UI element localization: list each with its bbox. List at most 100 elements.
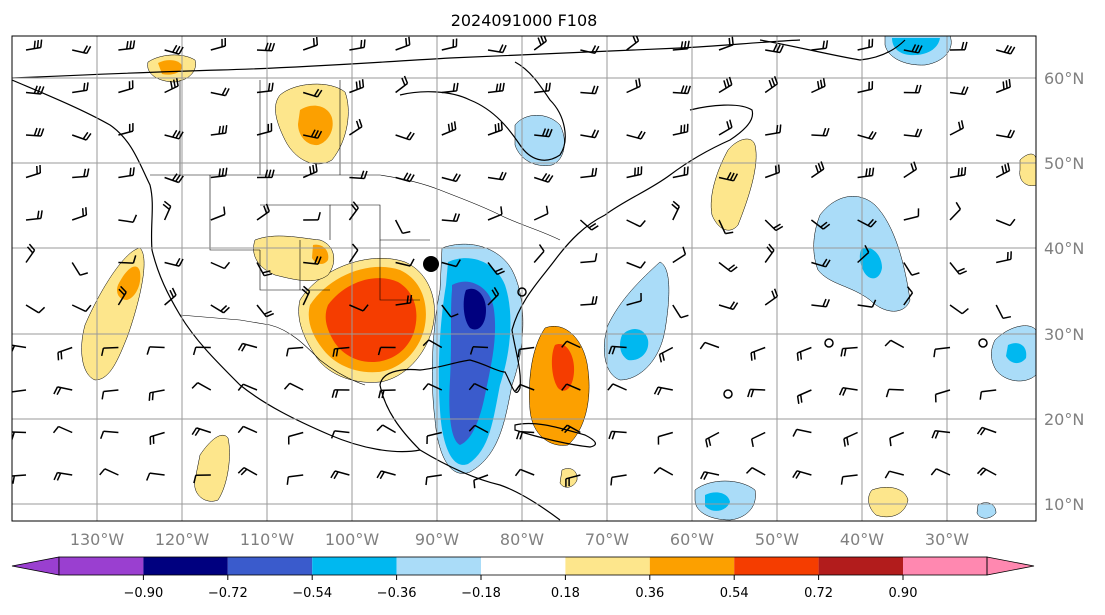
wind-barb-staff <box>995 304 1004 319</box>
wind-barb-staff <box>72 175 88 179</box>
wind-barb-feather <box>732 302 739 310</box>
greenland-tip <box>759 39 906 61</box>
wind-barb-staff <box>626 261 641 269</box>
wind-barb-feather <box>838 387 844 396</box>
wind-barb-feather <box>118 288 126 296</box>
wind-barb-feather <box>918 128 923 137</box>
wind-barb-feather <box>1007 129 1012 138</box>
negative-anomaly-region-tropics-core <box>705 492 730 511</box>
wind-barb-feather <box>498 44 504 53</box>
wind-barb-feather <box>376 470 382 479</box>
wind-barb-feather <box>221 87 227 96</box>
wind-barb-feather <box>766 246 773 254</box>
wind-barb-staff <box>659 467 674 476</box>
wind-barb-staff <box>580 303 596 306</box>
wind-barb-staff <box>118 219 134 223</box>
wind-barb-feather <box>725 78 730 87</box>
wind-barb-staff <box>210 91 226 97</box>
wind-barb-staff <box>25 134 42 137</box>
wind-barb-staff <box>441 304 452 318</box>
wind-barb-feather <box>283 382 291 390</box>
map-frame <box>11 35 1037 522</box>
wind-barb-feather <box>825 259 831 268</box>
wind-barb-staff <box>672 206 680 221</box>
wind-barb-feather <box>653 467 661 475</box>
wind-barb-staff <box>25 46 41 51</box>
wind-barb-staff <box>302 291 311 306</box>
wind-barb-feather <box>262 270 271 274</box>
wind-barb-feather <box>409 174 415 182</box>
wind-barb-staff <box>57 346 73 354</box>
wind-barb-feather <box>309 166 312 175</box>
wind-barb-feather <box>53 386 59 395</box>
wind-barb-feather <box>334 389 339 398</box>
wind-barb-staff <box>580 175 596 179</box>
wind-barb-feather <box>495 83 499 92</box>
wind-barb-staff <box>288 431 304 438</box>
wind-barb-staff <box>12 474 27 477</box>
wind-barb-feather <box>1003 44 1009 53</box>
wind-barb-feather <box>362 304 369 312</box>
us-mexico-border <box>179 314 366 386</box>
wind-barb-feather <box>82 45 89 53</box>
wind-barb-staff <box>750 346 766 354</box>
wind-barb-feather <box>502 44 507 53</box>
wind-barb-feather <box>452 173 458 181</box>
wind-barb-feather <box>864 244 870 253</box>
wind-barb-staff <box>474 424 489 434</box>
lat-label: 60°N <box>1044 69 1084 88</box>
wind-barb-feather <box>768 79 773 88</box>
wind-barb-feather <box>379 471 385 480</box>
wind-barb-staff <box>426 474 442 478</box>
wind-barb-staff <box>427 431 442 437</box>
wind-barb-feather <box>266 312 274 318</box>
colorbar-extend-low <box>11 556 60 576</box>
wind-barb-feather <box>406 131 412 140</box>
wind-barb-feather <box>79 272 89 276</box>
wind-barb-feather <box>497 123 500 132</box>
positive-anomaly-region-tropics <box>868 487 909 518</box>
wind-barb-feather <box>132 255 137 264</box>
wind-barb-staff <box>164 261 180 267</box>
wind-barb-feather <box>1001 165 1005 174</box>
wind-barb-staff <box>796 470 812 476</box>
wind-barb-feather <box>408 36 411 45</box>
wind-barb-feather <box>405 37 408 46</box>
wind-barb-feather <box>223 206 226 215</box>
positive-anomaly-region-south-pacific <box>194 434 230 502</box>
wind-barb-feather <box>594 85 599 94</box>
negative-anomaly-region-core <box>463 288 486 330</box>
wind-barb-staff <box>210 45 226 51</box>
wind-barb-feather <box>914 84 919 93</box>
wind-barb-feather <box>263 205 268 214</box>
wind-barb-staff <box>395 44 410 51</box>
anomaly-fills <box>81 36 1036 521</box>
cuba <box>514 422 597 448</box>
wind-barb-feather <box>331 389 336 398</box>
wind-barb-staff <box>843 431 858 440</box>
wind-barb-feather <box>194 428 201 437</box>
negative-anomaly-region-far-east-core <box>1006 343 1027 364</box>
wind-barb-feather <box>955 201 962 210</box>
colorbar-tick-label: −0.54 <box>292 586 332 601</box>
wind-barb-staff <box>519 346 535 351</box>
wind-barb-feather <box>976 467 984 475</box>
wind-barb-feather <box>351 243 359 251</box>
latitude-labels: 60°N 50°N 40°N 30°N 20°N 10°N <box>1044 69 1084 514</box>
wind-barb-feather <box>729 301 736 309</box>
wind-barb-feather <box>314 256 319 264</box>
wind-barb-staff <box>58 425 73 434</box>
wind-barb-staff <box>395 261 411 267</box>
wind-barb-feather <box>267 42 272 51</box>
wind-barb-feather <box>317 256 322 265</box>
wind-barb-feather <box>960 86 966 95</box>
wind-barb-feather <box>455 259 461 267</box>
wind-barb-staff <box>441 128 456 136</box>
wind-barb-feather <box>33 85 38 94</box>
wind-barb-feather <box>378 390 382 399</box>
wind-barb-feather <box>561 424 568 432</box>
wind-barb-staff <box>303 261 319 265</box>
wind-barb-feather <box>452 83 456 92</box>
wind-barb-feather <box>661 352 665 361</box>
colorbar-tick-label: −0.90 <box>123 586 163 601</box>
